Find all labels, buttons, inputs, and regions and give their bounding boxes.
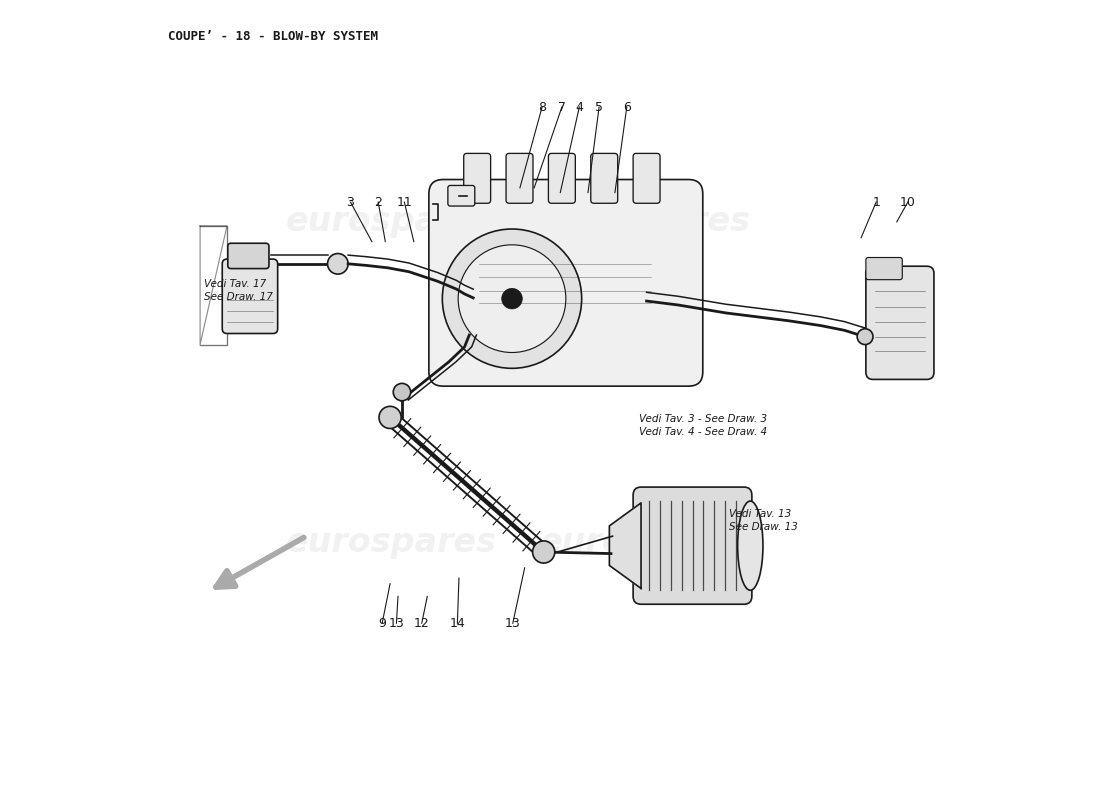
Text: 12: 12 [414,617,430,630]
FancyBboxPatch shape [634,487,752,604]
Circle shape [328,254,348,274]
FancyBboxPatch shape [866,258,902,280]
FancyBboxPatch shape [866,266,934,379]
Circle shape [532,541,554,563]
Text: 13: 13 [388,617,405,630]
Text: 6: 6 [623,101,630,114]
Circle shape [459,245,565,353]
FancyBboxPatch shape [549,154,575,203]
FancyBboxPatch shape [506,154,534,203]
Text: 2: 2 [374,195,382,209]
Text: eurospares: eurospares [539,526,750,559]
Text: eurospares: eurospares [539,206,750,238]
Text: 11: 11 [396,195,412,209]
Circle shape [379,406,401,429]
FancyBboxPatch shape [222,259,277,334]
Text: 7: 7 [558,101,565,114]
FancyBboxPatch shape [429,179,703,386]
Text: 9: 9 [378,617,386,630]
Text: 5: 5 [595,101,603,114]
FancyBboxPatch shape [591,154,618,203]
Text: eurospares: eurospares [286,526,497,559]
Polygon shape [609,503,641,589]
FancyBboxPatch shape [448,186,475,206]
FancyBboxPatch shape [464,154,491,203]
Ellipse shape [738,501,763,590]
Text: Vedi Tav. 13
See Draw. 13: Vedi Tav. 13 See Draw. 13 [729,509,798,532]
Text: eurospares: eurospares [286,206,497,238]
Text: COUPE’ - 18 - BLOW-BY SYSTEM: COUPE’ - 18 - BLOW-BY SYSTEM [168,30,378,42]
Circle shape [394,383,410,401]
Text: 8: 8 [538,101,546,114]
FancyBboxPatch shape [634,154,660,203]
Text: 4: 4 [575,101,583,114]
Text: 1: 1 [872,195,880,209]
Circle shape [857,329,873,345]
Text: Vedi Tav. 17
See Draw. 17: Vedi Tav. 17 See Draw. 17 [204,279,273,302]
Text: 3: 3 [346,195,354,209]
Text: 13: 13 [505,617,520,630]
FancyBboxPatch shape [228,243,270,269]
Circle shape [442,229,582,368]
Text: Vedi Tav. 3 - See Draw. 3
Vedi Tav. 4 - See Draw. 4: Vedi Tav. 3 - See Draw. 3 Vedi Tav. 4 - … [639,414,768,437]
Circle shape [502,288,522,309]
Text: 14: 14 [450,617,465,630]
Text: 10: 10 [900,195,916,209]
